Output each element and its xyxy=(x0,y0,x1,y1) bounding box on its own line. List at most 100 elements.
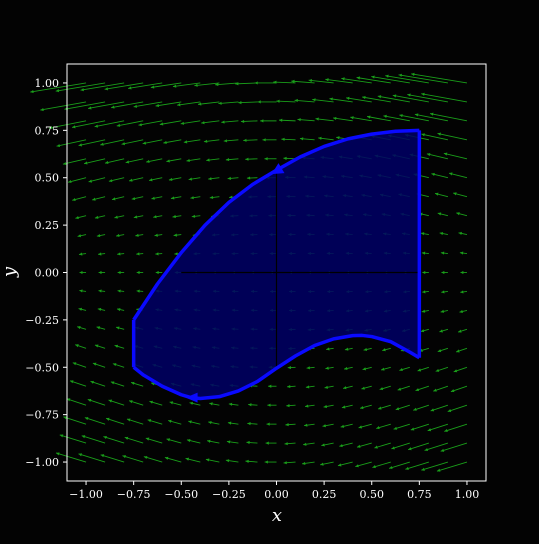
vector-arrow xyxy=(364,348,372,351)
vector-arrow xyxy=(305,404,315,407)
vector-arrow xyxy=(321,443,333,446)
vector-arrow-head xyxy=(105,161,108,164)
vector-arrow-head xyxy=(226,158,229,161)
x-tick-label: 0.00 xyxy=(264,488,289,501)
vector-arrow xyxy=(342,405,353,408)
vector-arrow-head xyxy=(40,108,43,111)
vector-arrow-head xyxy=(267,404,270,407)
vector-arrow xyxy=(268,385,276,388)
vector-arrow xyxy=(262,138,276,141)
vector-arrow-head xyxy=(284,442,287,445)
x-tick-label: 0.25 xyxy=(312,488,337,501)
vector-arrow-head xyxy=(428,428,432,431)
vector-arrow xyxy=(343,386,353,389)
vector-arrow-shaft xyxy=(421,94,467,102)
vector-arrow xyxy=(422,252,429,255)
vector-arrow xyxy=(382,348,391,351)
vector-arrow xyxy=(453,192,467,196)
vector-arrow-head xyxy=(80,271,83,274)
vector-arrow xyxy=(389,462,410,469)
vector-arrow xyxy=(167,438,182,443)
vector-arrow xyxy=(431,173,448,178)
vector-arrow xyxy=(186,458,201,462)
vector-arrow xyxy=(218,102,238,105)
vector-arrow-head xyxy=(136,252,139,255)
vector-arrow xyxy=(284,461,296,464)
vector-arrow-head xyxy=(88,106,91,109)
vector-arrow xyxy=(88,399,105,405)
vector-arrow xyxy=(345,348,353,351)
vector-arrow-head xyxy=(421,232,424,235)
vector-arrow-shaft xyxy=(273,82,295,83)
vector-arrow xyxy=(92,197,105,201)
vector-arrow xyxy=(260,119,276,122)
vector-arrow xyxy=(372,462,390,468)
vector-arrow xyxy=(396,405,410,410)
x-tick-label: −0.75 xyxy=(117,488,151,501)
vector-arrow-head xyxy=(98,308,101,311)
vector-arrow-shaft xyxy=(312,99,333,101)
x-tick-label: −0.50 xyxy=(164,488,198,501)
vector-arrow xyxy=(380,386,391,390)
vector-arrow xyxy=(287,385,295,388)
vector-arrow-head xyxy=(109,179,112,182)
vector-arrow xyxy=(307,366,315,369)
vector-arrow-head xyxy=(438,133,441,136)
vector-arrow xyxy=(266,441,277,444)
vector-arrow-head xyxy=(283,157,286,160)
vector-arrow xyxy=(181,121,201,125)
vector-arrow xyxy=(97,234,105,237)
vector-arrow xyxy=(276,100,295,103)
vector-arrow-head xyxy=(284,461,287,464)
vector-arrow-head xyxy=(247,176,250,179)
x-tick-label: 0.50 xyxy=(359,488,384,501)
vector-arrow xyxy=(245,158,257,161)
vector-arrow-head xyxy=(114,216,117,219)
vector-arrow xyxy=(131,382,143,386)
vector-arrow-shaft xyxy=(81,83,125,90)
vector-arrow-shaft xyxy=(425,443,448,450)
vector-arrow xyxy=(440,232,448,235)
vector-arrow xyxy=(207,440,219,443)
vector-arrow xyxy=(189,177,201,180)
vector-arrow-head xyxy=(285,423,288,426)
vector-arrow xyxy=(186,159,200,162)
vector-arrow xyxy=(378,405,391,409)
vector-arrow xyxy=(146,438,162,444)
vector-arrow-head xyxy=(209,402,212,405)
vector-arrow-head xyxy=(448,409,452,412)
vector-arrow xyxy=(75,344,86,348)
vector-arrow-head xyxy=(364,348,367,351)
vector-arrow xyxy=(136,252,143,255)
vector-arrow xyxy=(441,310,448,313)
vector-arrow xyxy=(357,443,372,448)
vector-arrow xyxy=(300,137,315,140)
vector-arrow-shaft xyxy=(103,437,124,444)
y-tick-label: −0.25 xyxy=(25,314,59,327)
vector-arrow xyxy=(111,102,143,109)
vector-arrow-shaft xyxy=(437,462,467,471)
vector-arrow-head xyxy=(325,386,328,389)
vector-arrow-shaft xyxy=(128,83,162,88)
vector-arrow xyxy=(326,347,334,350)
vector-arrow xyxy=(206,158,219,161)
y-tick-label: −0.50 xyxy=(25,361,59,374)
vector-arrow-head xyxy=(73,362,77,365)
vector-arrow xyxy=(286,404,295,407)
vector-arrow xyxy=(265,460,277,463)
vector-arrow-head xyxy=(460,271,463,274)
y-tick-label: 1.00 xyxy=(35,77,60,90)
vector-arrow xyxy=(116,234,124,237)
vector-arrow xyxy=(88,102,124,110)
vector-arrow-head xyxy=(431,408,435,411)
vector-arrow-head xyxy=(138,123,141,126)
vector-arrow xyxy=(148,419,163,424)
vector-arrow-head xyxy=(93,363,97,366)
vector-arrow xyxy=(122,140,144,145)
vector-arrow xyxy=(137,271,144,274)
vector-arrow-head xyxy=(151,197,154,200)
x-tick-label: 1.00 xyxy=(455,488,480,501)
vector-arrow-head xyxy=(109,400,113,403)
vector-arrow xyxy=(399,367,409,371)
